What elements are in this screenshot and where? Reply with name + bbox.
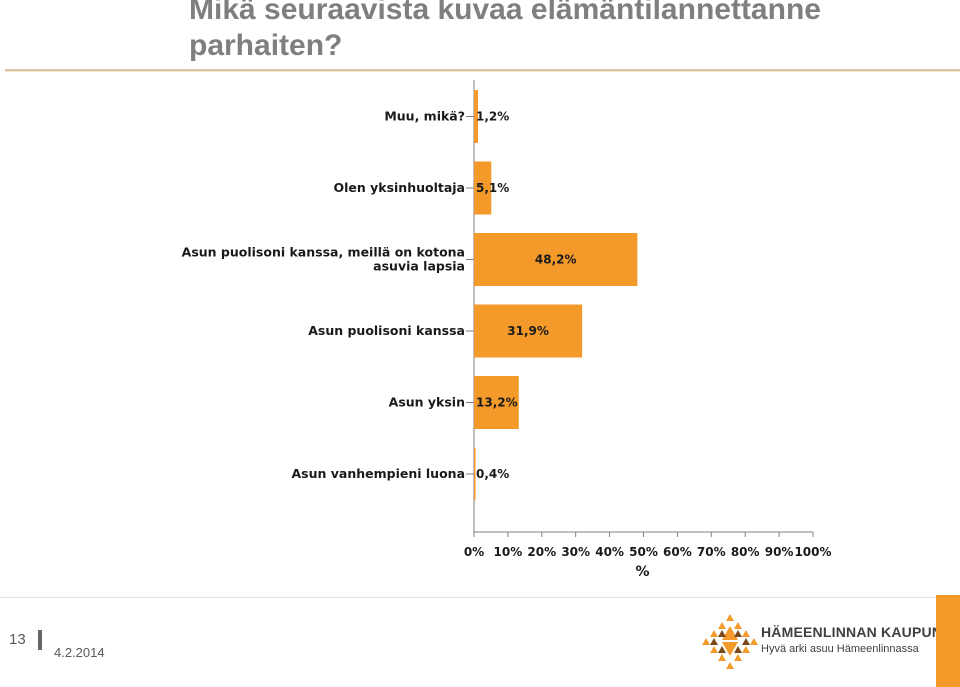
x-tick-label: 100% bbox=[794, 545, 831, 559]
category-label: Asun yksin bbox=[389, 395, 465, 410]
title-divider bbox=[5, 69, 960, 71]
corner-accent-bar bbox=[936, 595, 960, 687]
x-tick-label: 10% bbox=[494, 545, 523, 559]
x-axis-label: % bbox=[635, 564, 649, 580]
logo-name: HÄMEENLINNAN KAUPUNKI bbox=[761, 624, 957, 640]
category-label: Olen yksinhuoltaja bbox=[333, 180, 465, 195]
x-tick-label: 90% bbox=[765, 545, 794, 559]
bar bbox=[474, 90, 479, 143]
page-number-bar bbox=[38, 630, 42, 650]
bar bbox=[474, 161, 492, 215]
slide-date: 4.2.2014 bbox=[54, 645, 105, 660]
logo-tagline: Hyvä arki asuu Hämeenlinnassa bbox=[761, 643, 919, 655]
data-label: 31,9% bbox=[507, 324, 549, 338]
title-divider-shadow bbox=[5, 71, 960, 72]
data-label: 1,2% bbox=[476, 110, 509, 124]
x-tick-label: 70% bbox=[697, 545, 726, 559]
bar bbox=[474, 304, 583, 358]
x-tick-label: 20% bbox=[527, 545, 556, 559]
bar bbox=[474, 447, 476, 501]
x-tick-label: 0% bbox=[464, 545, 484, 559]
city-logo: HÄMEENLINNAN KAUPUNKI Hyvä arki asuu Häm… bbox=[700, 612, 956, 672]
x-tick-label: 60% bbox=[663, 545, 692, 559]
footer-divider bbox=[0, 597, 960, 598]
category-label: Asun vanhempieni luona bbox=[292, 466, 466, 481]
x-tick-label: 40% bbox=[595, 545, 624, 559]
bar bbox=[474, 233, 638, 286]
category-label: Asun puolisoni kanssa bbox=[308, 323, 465, 338]
category-label: asuvia lapsia bbox=[373, 259, 465, 274]
bar bbox=[474, 376, 519, 429]
x-tick-label: 50% bbox=[629, 545, 658, 559]
page-number: 13 bbox=[9, 631, 26, 648]
data-label: 5,1% bbox=[476, 181, 509, 195]
data-label: 13,2% bbox=[476, 396, 518, 410]
bar-chart: 0% 10% 20% 30% 40% 50% 60% 70% 80% 90% 100%% Muu, m… bbox=[182, 80, 832, 580]
category-label: Muu, mikä? bbox=[384, 109, 465, 124]
x-tick-label: 80% bbox=[731, 545, 760, 559]
page-title: Mikä seuraavista kuvaa elämäntilannettan… bbox=[189, 0, 821, 62]
x-tick-label: 30% bbox=[561, 545, 590, 559]
hameenlinna-crest-icon bbox=[702, 614, 758, 669]
category-label: Asun puolisoni kanssa, meillä on kotona bbox=[182, 245, 465, 260]
data-label: 48,2% bbox=[535, 253, 577, 267]
data-label: 0,4% bbox=[476, 467, 509, 481]
